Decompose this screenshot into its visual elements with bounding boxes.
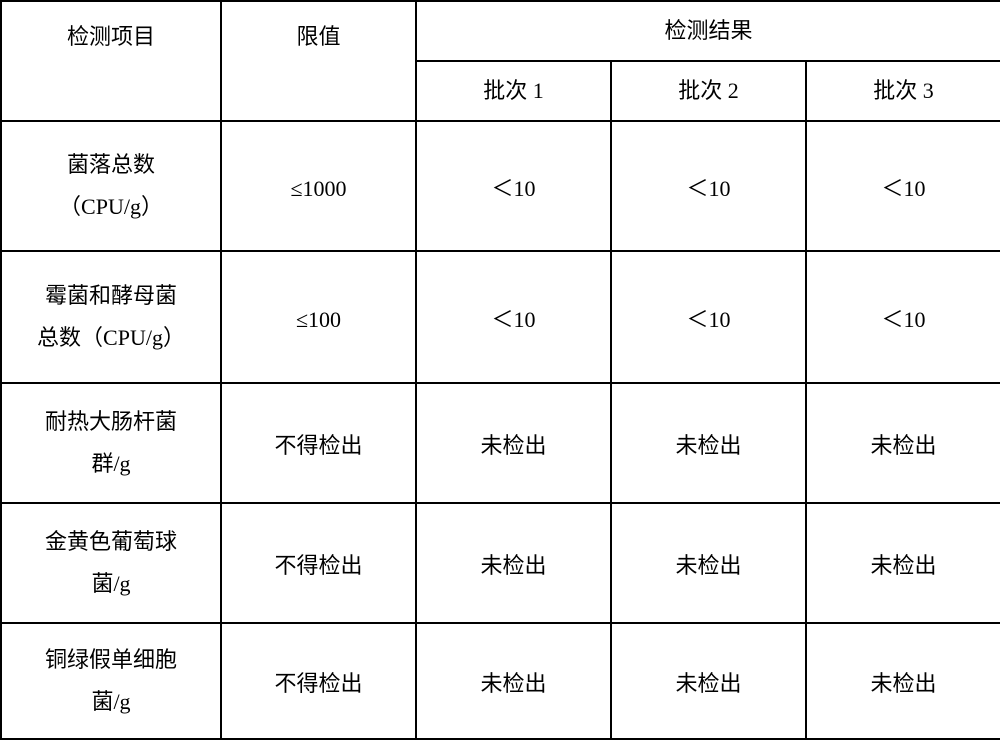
header-batch1: 批次 1 <box>416 61 611 121</box>
batch2-value: ＜10 <box>686 299 730 341</box>
cell-item: 耐热大肠杆菌 群/g <box>1 383 221 503</box>
batch1-value: 未检出 <box>480 425 546 467</box>
table-row: 耐热大肠杆菌 群/g 不得检出 未检出 未检出 未检出 <box>1 383 1000 503</box>
cell-batch2: 未检出 <box>611 503 806 623</box>
cell-batch1: ＜10 <box>416 251 611 383</box>
batch3-value: 未检出 <box>870 663 936 705</box>
batch1-value: ＜10 <box>491 299 535 341</box>
cell-limit: 不得检出 <box>221 503 416 623</box>
cell-item: 金黄色葡萄球 菌/g <box>1 503 221 623</box>
header-result-group: 检测结果 <box>416 1 1000 61</box>
item-line2: 菌/g <box>91 681 130 723</box>
cell-batch3: 未检出 <box>806 623 1000 739</box>
cell-batch2: ＜10 <box>611 251 806 383</box>
cell-batch1: 未检出 <box>416 503 611 623</box>
cell-batch3: 未检出 <box>806 383 1000 503</box>
table-row: 金黄色葡萄球 菌/g 不得检出 未检出 未检出 未检出 <box>1 503 1000 623</box>
header-item-label: 检测项目 <box>67 16 155 58</box>
cell-item: 菌落总数 （CPU/g） <box>1 121 221 251</box>
batch2-value: 未检出 <box>675 663 741 705</box>
header-batch2-label: 批次 2 <box>678 70 739 112</box>
batch2-value: 未检出 <box>675 425 741 467</box>
limit-value: ≤1000 <box>290 168 346 210</box>
header-item: 检测项目 <box>1 1 221 121</box>
limit-value: 不得检出 <box>274 545 362 587</box>
results-table-container: 检测项目 限值 检测结果 批次 1 批次 2 批次 3 菌落总数 （CPU/g）… <box>0 0 1000 740</box>
header-row-1: 检测项目 限值 检测结果 <box>1 1 1000 61</box>
item-line1: 金黄色葡萄球 <box>45 521 177 563</box>
item-line2: （CPU/g） <box>59 186 163 228</box>
cell-limit: 不得检出 <box>221 383 416 503</box>
limit-value: 不得检出 <box>274 425 362 467</box>
header-result-group-label: 检测结果 <box>664 10 752 52</box>
cell-limit: ≤100 <box>221 251 416 383</box>
cell-item: 铜绿假单细胞 菌/g <box>1 623 221 739</box>
batch3-value: ＜10 <box>881 299 925 341</box>
cell-limit: ≤1000 <box>221 121 416 251</box>
batch2-value: 未检出 <box>675 545 741 587</box>
batch3-value: 未检出 <box>870 425 936 467</box>
table-row: 铜绿假单细胞 菌/g 不得检出 未检出 未检出 未检出 <box>1 623 1000 739</box>
item-line1: 菌落总数 <box>67 144 155 186</box>
cell-batch1: ＜10 <box>416 121 611 251</box>
cell-batch3: 未检出 <box>806 503 1000 623</box>
cell-batch1: 未检出 <box>416 623 611 739</box>
batch1-value: ＜10 <box>491 168 535 210</box>
header-limit-label: 限值 <box>296 16 340 58</box>
cell-batch2: 未检出 <box>611 383 806 503</box>
limit-value: ≤100 <box>296 299 341 341</box>
batch1-value: 未检出 <box>480 545 546 587</box>
header-batch3: 批次 3 <box>806 61 1000 121</box>
cell-batch3: ＜10 <box>806 251 1000 383</box>
item-line1: 霉菌和酵母菌 <box>45 275 177 317</box>
header-batch2: 批次 2 <box>611 61 806 121</box>
cell-batch1: 未检出 <box>416 383 611 503</box>
header-batch1-label: 批次 1 <box>483 70 544 112</box>
batch3-value: ＜10 <box>881 168 925 210</box>
batch1-value: 未检出 <box>480 663 546 705</box>
batch3-value: 未检出 <box>870 545 936 587</box>
cell-batch2: 未检出 <box>611 623 806 739</box>
item-line1: 铜绿假单细胞 <box>45 639 177 681</box>
table-row: 菌落总数 （CPU/g） ≤1000 ＜10 ＜10 ＜10 <box>1 121 1000 251</box>
cell-limit: 不得检出 <box>221 623 416 739</box>
item-line2: 群/g <box>91 443 130 485</box>
cell-batch3: ＜10 <box>806 121 1000 251</box>
results-table: 检测项目 限值 检测结果 批次 1 批次 2 批次 3 菌落总数 （CPU/g）… <box>0 0 1000 740</box>
item-line2: 总数（CPU/g） <box>37 317 185 359</box>
cell-batch2: ＜10 <box>611 121 806 251</box>
table-row: 霉菌和酵母菌 总数（CPU/g） ≤100 ＜10 ＜10 ＜10 <box>1 251 1000 383</box>
limit-value: 不得检出 <box>274 663 362 705</box>
cell-item: 霉菌和酵母菌 总数（CPU/g） <box>1 251 221 383</box>
header-batch3-label: 批次 3 <box>873 70 934 112</box>
item-line2: 菌/g <box>91 563 130 605</box>
header-limit: 限值 <box>221 1 416 121</box>
batch2-value: ＜10 <box>686 168 730 210</box>
item-line1: 耐热大肠杆菌 <box>45 401 177 443</box>
